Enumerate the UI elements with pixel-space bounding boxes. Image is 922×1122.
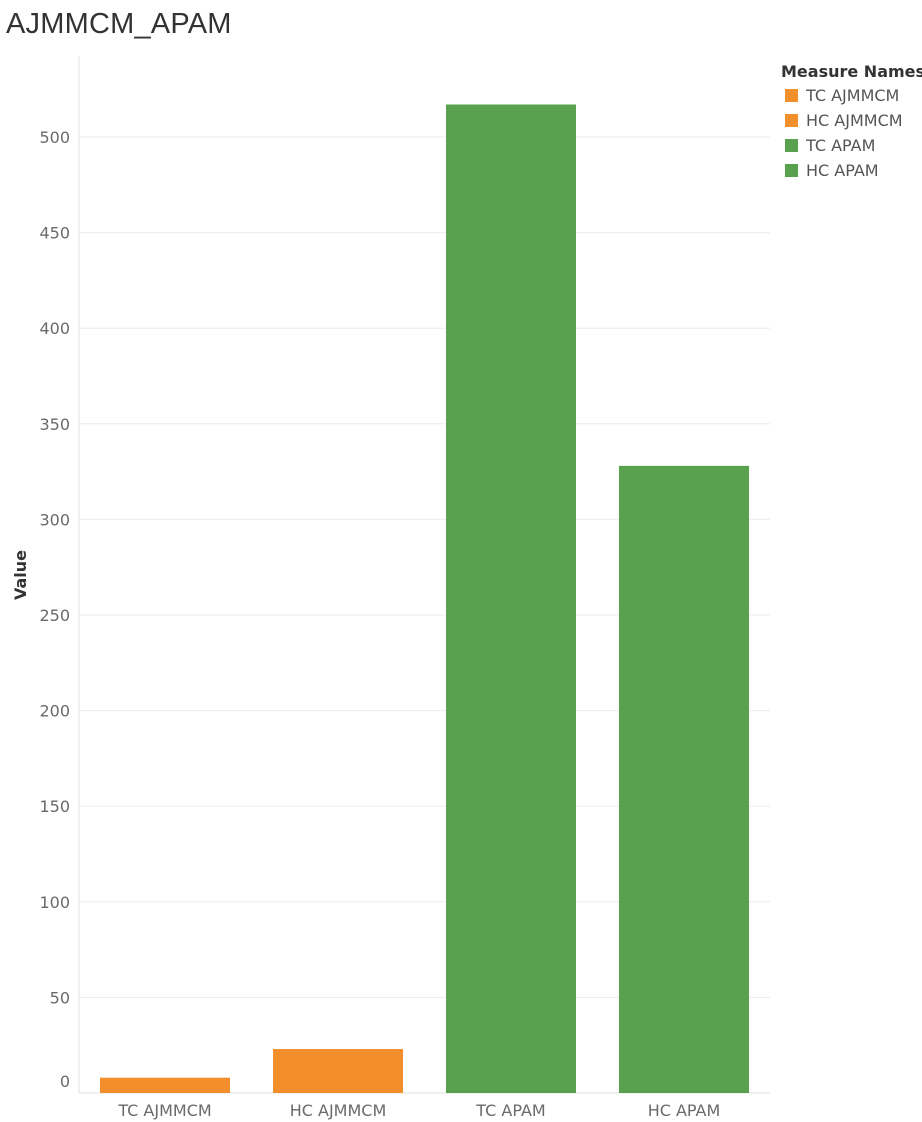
y-tick-label: 400: [39, 319, 70, 338]
bar[interactable]: [446, 104, 576, 1094]
legend-label: HC APAM: [806, 161, 879, 180]
bar[interactable]: [273, 1049, 403, 1093]
legend-label: TC AJMMCM: [806, 86, 900, 105]
legend-item-tc-apam[interactable]: TC APAM: [781, 133, 922, 158]
legend-label: HC AJMMCM: [806, 111, 903, 130]
legend-swatch: [785, 89, 798, 102]
y-tick-label: 50: [50, 988, 70, 1007]
legend-item-hc-apam[interactable]: HC APAM: [781, 158, 922, 183]
y-tick-label: 150: [39, 797, 70, 816]
x-tick-label: HC APAM: [648, 1101, 721, 1120]
y-tick-label: 500: [39, 128, 70, 147]
legend-swatch: [785, 164, 798, 177]
x-tick-label: TC APAM: [475, 1101, 545, 1120]
legend-item-tc-ajmmcm[interactable]: TC AJMMCM: [781, 83, 922, 108]
y-tick-label: 200: [39, 702, 70, 721]
y-tick-label: 300: [39, 510, 70, 529]
x-tick-label: HC AJMMCM: [290, 1101, 387, 1120]
legend-item-hc-ajmmcm[interactable]: HC AJMMCM: [781, 108, 922, 133]
legend-label: TC APAM: [806, 136, 876, 155]
legend-swatch: [785, 139, 798, 152]
y-tick-label: 250: [39, 606, 70, 625]
y-tick-label: 0: [60, 1072, 70, 1091]
y-tick-label: 450: [39, 224, 70, 243]
x-tick-label: TC AJMMCM: [117, 1101, 211, 1120]
legend-swatch: [785, 114, 798, 127]
y-tick-label: 350: [39, 415, 70, 434]
legend: Measure Names TC AJMMCM HC AJMMCM TC APA…: [781, 62, 922, 183]
bar[interactable]: [100, 1077, 230, 1093]
y-axis-title: Value: [11, 550, 30, 600]
y-tick-label: 100: [39, 893, 70, 912]
bar[interactable]: [619, 465, 749, 1093]
chart-title: AJMMCM_APAM: [6, 8, 232, 40]
legend-title: Measure Names: [781, 62, 922, 81]
